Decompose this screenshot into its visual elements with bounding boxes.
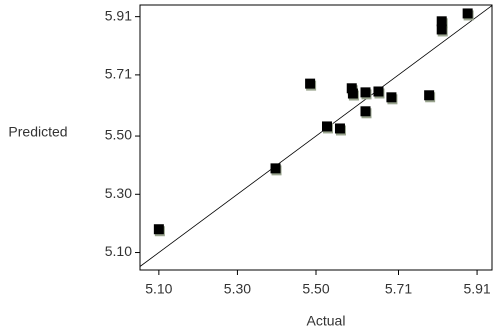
marker — [305, 78, 316, 89]
x-tick-label: 5.10 — [145, 281, 172, 297]
x-tick-label: 5.91 — [463, 281, 490, 297]
marker — [424, 90, 435, 101]
marker — [462, 8, 473, 19]
marker — [346, 83, 357, 94]
marker — [360, 106, 371, 117]
x-tick-label: 5.71 — [385, 281, 412, 297]
y-tick-label: 5.30 — [105, 185, 132, 201]
y-tick-label: 5.91 — [105, 7, 132, 23]
y-tick-label: 5.71 — [105, 66, 132, 82]
marker — [436, 24, 447, 35]
x-axis-label: Actual — [307, 313, 346, 329]
marker — [322, 121, 332, 132]
x-tick-label: 5.50 — [302, 281, 329, 297]
marker — [334, 123, 345, 134]
marker — [153, 224, 164, 235]
y-axis-label: Predicted — [8, 124, 67, 140]
x-tick-label: 5.30 — [224, 281, 251, 297]
marker — [436, 16, 447, 27]
y-tick-label: 5.50 — [105, 127, 132, 143]
marker — [270, 163, 281, 174]
marker — [373, 86, 384, 97]
marker — [386, 92, 397, 103]
identity-line — [139, 5, 493, 267]
y-tick-label: 5.10 — [105, 243, 132, 259]
marker — [347, 88, 358, 99]
marker — [360, 87, 371, 98]
